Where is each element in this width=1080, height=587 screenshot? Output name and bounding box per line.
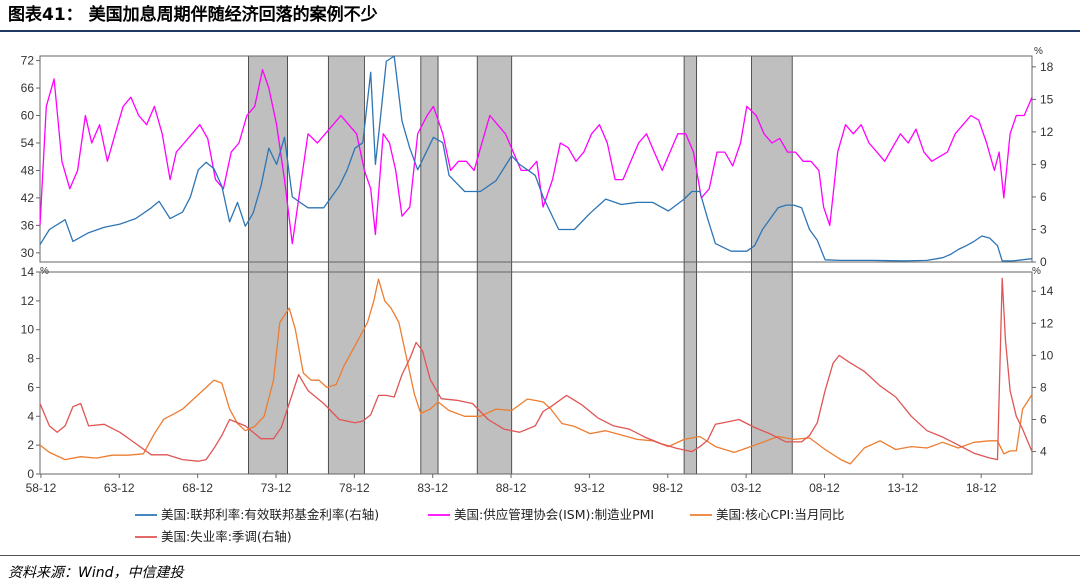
x-tick-label: 73-12 <box>261 481 292 495</box>
legend-label-2: 美国:核心CPI:当月同比 <box>716 507 844 522</box>
top-right-tick-label: 18 <box>1040 60 1054 74</box>
shading-period-3 <box>476 55 513 475</box>
recession-shading <box>248 55 793 475</box>
top-left-tick-label: 30 <box>21 246 35 260</box>
bottom-left-tick-label: 2 <box>27 438 34 452</box>
series-line-core-cpi <box>39 278 1033 465</box>
top-right-tick-label: 0 <box>1040 255 1047 269</box>
shading-period-5 <box>751 55 793 475</box>
bottom-panel-frame <box>39 271 1033 475</box>
bottom-panel-ticks: 0 2 4 6 8 10 12 14 4 6 8 10 12 14 <box>21 265 1054 481</box>
bottom-right-tick-label: 4 <box>1040 445 1047 459</box>
series-line-ism-pmi <box>39 69 1033 245</box>
x-tick-label: 03-12 <box>731 481 762 495</box>
top-right-unit: % <box>1034 46 1043 57</box>
bottom-left-tick-label: 0 <box>27 467 34 481</box>
bottom-left-tick-label: 12 <box>21 294 35 308</box>
x-tick-label: 78-12 <box>339 481 370 495</box>
bottom-right-tick-label: 14 <box>1040 284 1054 298</box>
top-left-tick-label: 48 <box>21 163 35 177</box>
x-tick-label: 63-12 <box>104 481 135 495</box>
x-tick-label: 83-12 <box>417 481 448 495</box>
shading-period-0 <box>248 55 289 475</box>
legend-label-3: 美国:失业率:季调(右轴) <box>161 529 292 544</box>
series-line-unemployment <box>39 277 1033 462</box>
x-tick-label: 68-12 <box>182 481 213 495</box>
bottom-right-unit: % <box>1032 266 1041 277</box>
bottom-left-tick-label: 6 <box>27 380 34 394</box>
shading-period-2 <box>420 55 439 475</box>
bottom-right-tick-label: 12 <box>1040 316 1054 330</box>
top-left-tick-label: 36 <box>21 218 35 232</box>
page-title: 图表41： 美国加息周期伴随经济回落的案例不少 <box>8 5 378 25</box>
x-tick-label: 98-12 <box>652 481 683 495</box>
x-tick-label: 18-12 <box>966 481 997 495</box>
x-tick-label: 58-12 <box>26 481 57 495</box>
top-right-tick-label: 6 <box>1040 190 1047 204</box>
top-left-tick-label: 72 <box>21 54 35 68</box>
shading-period-1 <box>327 55 365 475</box>
chart-legend: 美国:联邦利率:有效联邦基金利率(右轴) 美国:供应管理协会(ISM):制造业PM… <box>135 507 844 544</box>
series-lines <box>39 55 1033 465</box>
top-panel-frame <box>39 55 1033 263</box>
top-right-tick-label: 9 <box>1040 157 1047 171</box>
title-divider <box>0 30 1080 32</box>
top-left-tick-label: 60 <box>21 109 35 123</box>
bottom-right-tick-label: 10 <box>1040 348 1054 362</box>
bottom-left-tick-label: 4 <box>27 409 34 423</box>
top-left-tick-label: 54 <box>21 136 35 150</box>
series-line-fed-funds-rate <box>39 55 1033 262</box>
x-axis: 58-12 63-12 68-12 73-12 78-12 83-12 88-12 93-12… <box>26 474 997 495</box>
x-tick-label: 08-12 <box>809 481 840 495</box>
bottom-left-tick-label: 14 <box>21 265 35 279</box>
top-right-tick-label: 3 <box>1040 222 1047 236</box>
top-right-tick-label: 15 <box>1040 92 1054 106</box>
top-right-tick-label: 12 <box>1040 125 1054 139</box>
top-left-tick-label: 66 <box>21 81 35 95</box>
bottom-left-tick-label: 8 <box>27 352 34 366</box>
legend-label-0: 美国:联邦利率:有效联邦基金利率(右轴) <box>161 507 379 522</box>
x-tick-label: 13-12 <box>887 481 918 495</box>
shading-period-4 <box>683 55 698 475</box>
bottom-left-unit: % <box>40 266 49 277</box>
plot-frames <box>39 55 1033 475</box>
source-note: 资料来源：Wind，中信建投 <box>8 565 184 581</box>
bottom-left-tick-label: 10 <box>21 323 35 337</box>
bottom-right-tick-label: 8 <box>1040 380 1047 394</box>
x-tick-label: 93-12 <box>574 481 605 495</box>
x-tick-label: 88-12 <box>496 481 527 495</box>
top-left-tick-label: 42 <box>21 191 35 205</box>
source-divider <box>0 555 1080 556</box>
bottom-right-tick-label: 6 <box>1040 412 1047 426</box>
legend-label-1: 美国:供应管理协会(ISM):制造业PMI <box>454 507 654 522</box>
